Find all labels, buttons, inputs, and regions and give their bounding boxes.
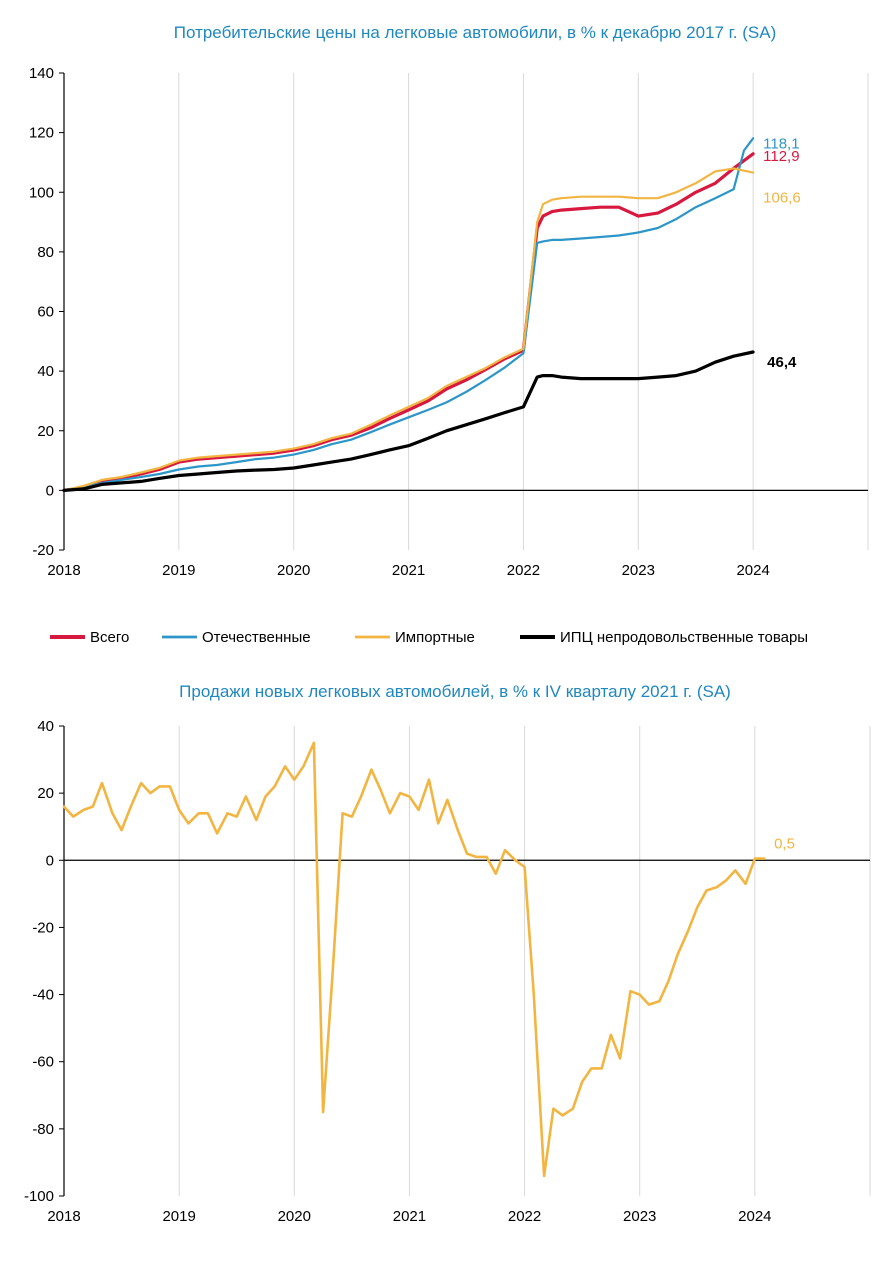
x-tick-label: 2021 (393, 1208, 426, 1225)
series-line-total (62, 152, 755, 492)
y-tick-label: 60 (37, 304, 54, 321)
legend-label-imported: Импортные (395, 629, 475, 646)
x-tick-label: 2020 (277, 562, 310, 579)
y-tick-label: 40 (37, 718, 54, 735)
y-tick-label: -20 (32, 542, 54, 559)
series-line-domestic (62, 137, 755, 492)
car-sales-chart: Продажи новых легковых автомобилей, в % … (24, 682, 871, 1225)
end-label-cpi: 46,4 (767, 354, 797, 371)
x-tick-label: 2023 (623, 1208, 656, 1225)
y-tick-label: 100 (29, 184, 54, 201)
car-prices-legend: Всего Отечественные Импортные ИПЦ непродово… (50, 629, 808, 646)
car-prices-chart: Потребительские цены на легковые автомоб… (29, 23, 869, 579)
series-line-imported (62, 741, 766, 1178)
car-prices-y-ticks: -20 0 20 40 60 80 100 120 140 (29, 65, 64, 559)
x-tick-label: 2019 (162, 562, 195, 579)
y-tick-label: 120 (29, 125, 54, 142)
legend-label-total: Всего (90, 629, 129, 646)
car-prices-chart-title: Потребительские цены на легковые автомоб… (174, 23, 776, 42)
x-tick-label: 2018 (47, 1208, 80, 1225)
y-tick-label: -60 (32, 1054, 54, 1071)
y-tick-label: 140 (29, 65, 54, 82)
end-label-total: 112,9 (763, 148, 799, 165)
x-tick-label: 2021 (392, 562, 425, 579)
x-tick-label: 2019 (162, 1208, 195, 1225)
y-tick-label: 0 (46, 482, 54, 499)
y-tick-label: 80 (37, 244, 54, 261)
series-line-imported (62, 167, 755, 492)
y-tick-label: -80 (32, 1121, 54, 1138)
car-sales-series (62, 741, 766, 1178)
legend-label-domestic: Отечественные (202, 629, 311, 646)
x-tick-label: 2024 (736, 562, 769, 579)
y-tick-label: 20 (37, 785, 54, 802)
y-tick-label: -100 (24, 1188, 54, 1205)
x-tick-label: 2022 (507, 562, 540, 579)
car-prices-series (62, 137, 755, 492)
end-label-imported: 106,6 (763, 190, 801, 207)
legend-label-cpi: ИПЦ непродовольственные товары (560, 629, 808, 646)
x-tick-label: 2020 (278, 1208, 311, 1225)
x-tick-label: 2018 (47, 562, 80, 579)
y-tick-label: 0 (46, 852, 54, 869)
car-sales-grid (178, 726, 871, 1196)
x-tick-label: 2024 (738, 1208, 771, 1225)
y-tick-label: 40 (37, 363, 54, 380)
car-sales-end-labels: 0,5 (774, 836, 795, 853)
car-sales-chart-title: Продажи новых легковых автомобилей, в % … (179, 682, 731, 701)
y-tick-label: 20 (37, 423, 54, 440)
end-label-domestic: 118,1 (763, 135, 799, 152)
car-prices-x-ticks: 2018 2019 2020 2021 2022 2023 2024 (47, 562, 770, 579)
y-tick-label: -20 (32, 919, 54, 936)
x-tick-label: 2022 (508, 1208, 541, 1225)
car-sales-axes (63, 726, 870, 1196)
x-tick-label: 2023 (622, 562, 655, 579)
series-line-cpi (62, 350, 755, 492)
car-sales-y-ticks: -100 -80 -60 -40 -20 0 20 40 (24, 718, 64, 1205)
y-tick-label: -40 (32, 987, 54, 1004)
end-label-imported: 0,5 (774, 836, 795, 853)
car-sales-x-ticks: 2018 2019 2020 2021 2022 2023 2024 (47, 1208, 771, 1225)
